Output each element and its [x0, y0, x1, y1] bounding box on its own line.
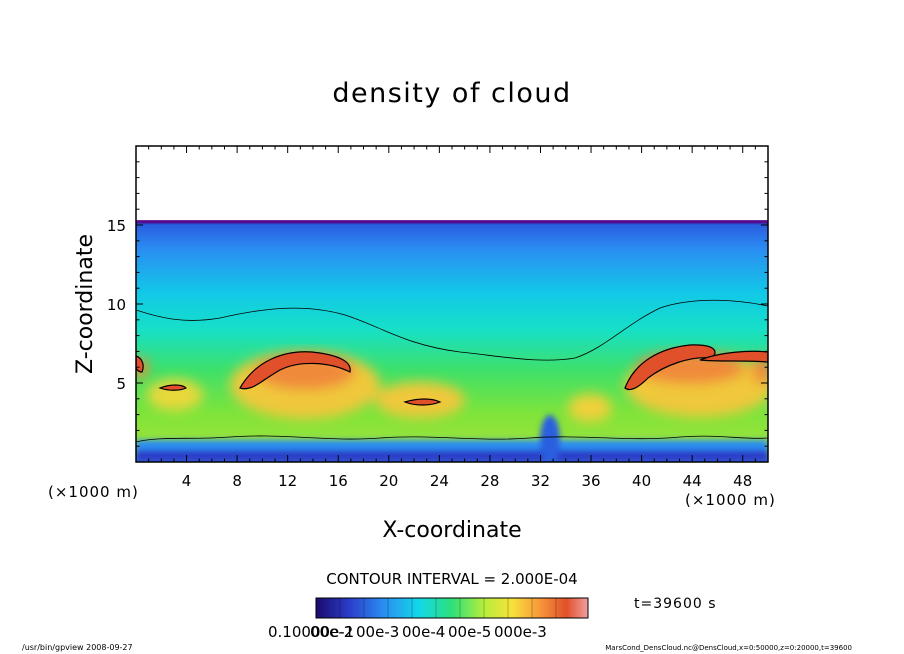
- x-tick-label: 4: [182, 472, 192, 490]
- x-tick-label: 32: [531, 472, 550, 490]
- x-tick-label: 20: [379, 472, 398, 490]
- y-tick-label: 15: [107, 217, 126, 235]
- cloud-top-band: [136, 220, 768, 224]
- density-field: [136, 220, 768, 462]
- y-axis-label: Z-coordinate: [73, 234, 98, 374]
- colorbar-label: 00e-3: [356, 623, 399, 641]
- time-label: t=39600 s: [634, 596, 717, 612]
- x-tick-label: 28: [480, 472, 499, 490]
- x-tick-label: 16: [329, 472, 348, 490]
- x-tick-label: 8: [232, 472, 242, 490]
- colorbar-label: 00e-2: [310, 623, 353, 641]
- colorbar-label: 000e-3: [494, 623, 547, 641]
- x-tick-label: 44: [683, 472, 702, 490]
- x-tick-label: 36: [581, 472, 600, 490]
- ground-contour-line: [136, 435, 768, 443]
- footer-right: MarsCond_DensCloud.nc@DensCloud,x=0:5000…: [605, 644, 852, 652]
- x-unit-label: (×1000 m): [685, 491, 776, 509]
- ground-turbulence: [136, 415, 768, 462]
- contour-interval: CONTOUR INTERVAL = 2.000E-04: [326, 570, 577, 588]
- x-tick-label: 48: [733, 472, 752, 490]
- z-unit-label: (×1000 m): [48, 483, 139, 501]
- y-tick-labels: 5 10 15: [107, 217, 126, 393]
- contour-line: [136, 299, 768, 361]
- footer-left: /usr/bin/gpview 2008-09-27: [22, 643, 133, 652]
- y-tick-label: 5: [116, 375, 126, 393]
- cloud-layer: [136, 220, 768, 462]
- x-tick-label: 40: [632, 472, 651, 490]
- colorbar-label: 00e-4: [402, 623, 445, 641]
- y-tick-label: 10: [107, 296, 126, 314]
- x-tick-label: 12: [278, 472, 297, 490]
- colorbar-label: 00e-5: [448, 623, 491, 641]
- colorbar: [315, 597, 589, 619]
- x-axis-label: X-coordinate: [382, 518, 521, 543]
- colorbar-label: 0.10000e-1: [268, 623, 354, 641]
- colorbar-divisions: [339, 598, 557, 618]
- chart-title: density of cloud: [332, 78, 571, 109]
- axis-ticks: [136, 146, 768, 462]
- x-tick-labels: 4 8 12 16 20 24 28 32 36 40 44 48: [182, 472, 752, 490]
- high-density-contours: [136, 344, 768, 406]
- x-tick-label: 24: [430, 472, 449, 490]
